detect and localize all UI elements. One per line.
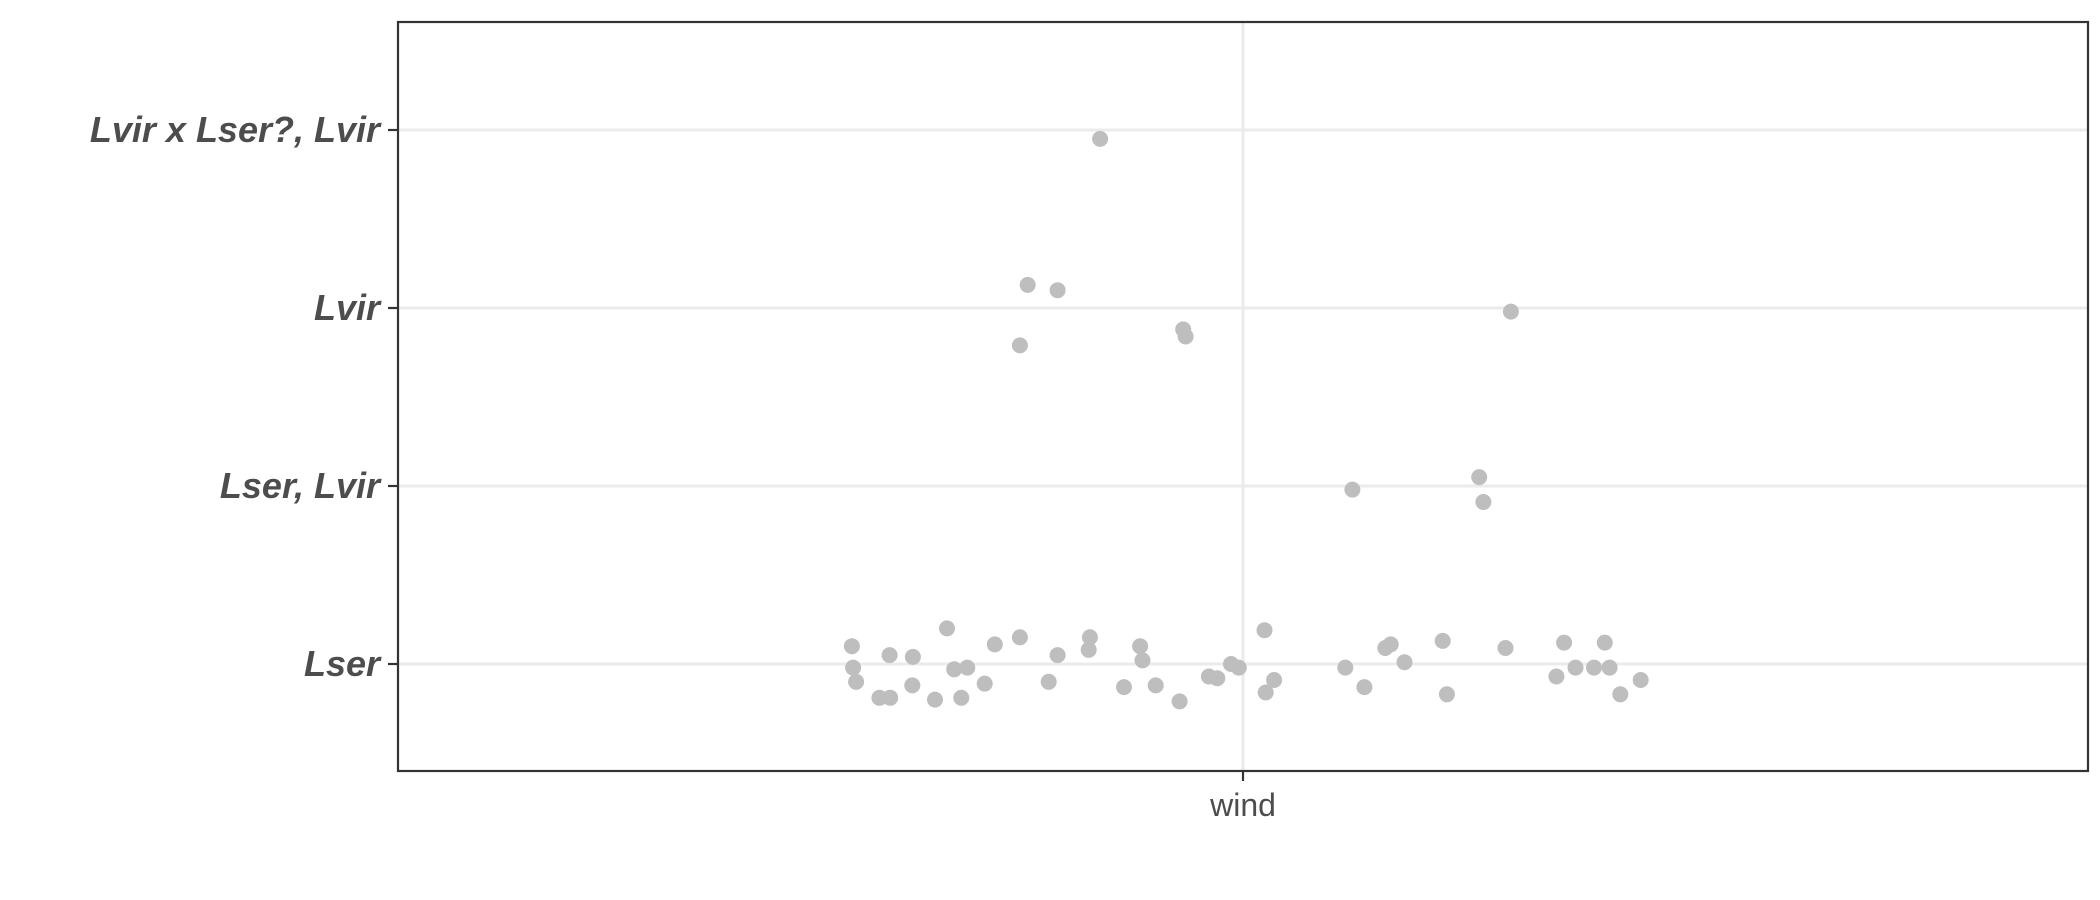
data-point xyxy=(1049,282,1066,299)
data-point xyxy=(1596,634,1613,651)
data-point xyxy=(1266,672,1283,688)
data-point xyxy=(1382,636,1399,653)
data-point xyxy=(1147,677,1164,694)
data-point xyxy=(1209,670,1226,687)
data-point xyxy=(946,661,963,678)
data-point xyxy=(939,620,955,637)
data-point xyxy=(1396,654,1413,671)
data-point xyxy=(1471,469,1488,486)
data-point xyxy=(1497,640,1514,656)
data-points xyxy=(843,130,1649,710)
data-point xyxy=(1632,672,1649,688)
data-point xyxy=(1256,622,1273,639)
data-point xyxy=(881,647,898,664)
data-point xyxy=(1230,659,1247,676)
data-point xyxy=(1337,659,1354,676)
data-point xyxy=(1586,659,1602,676)
data-point xyxy=(1257,684,1274,701)
data-point xyxy=(1434,632,1451,649)
data-point xyxy=(1475,494,1492,510)
data-point xyxy=(1356,679,1373,696)
grid-lines xyxy=(398,22,2088,771)
data-point xyxy=(976,675,993,692)
data-point xyxy=(1548,668,1565,685)
data-point xyxy=(953,689,970,706)
data-point xyxy=(959,659,976,676)
data-point xyxy=(904,677,921,694)
data-point xyxy=(1011,337,1028,354)
data-point xyxy=(845,659,862,676)
data-point xyxy=(1116,679,1132,696)
x-tick-label-0: wind xyxy=(1209,787,1276,823)
data-point xyxy=(1049,647,1066,664)
data-point xyxy=(904,648,921,665)
data-point xyxy=(1344,481,1361,498)
y-tick-label-0: Lser xyxy=(304,643,382,684)
data-point xyxy=(882,689,899,706)
data-point xyxy=(1132,638,1149,655)
data-point xyxy=(1612,686,1629,703)
data-point xyxy=(1502,303,1519,320)
data-point xyxy=(1040,673,1057,690)
axes: Lser Lser, Lvir Lvir Lvir x Lser?, Lvir wind xyxy=(90,109,1276,823)
data-point xyxy=(927,691,943,708)
data-point xyxy=(1177,328,1194,345)
data-point xyxy=(1567,659,1584,676)
data-point xyxy=(1556,634,1573,651)
y-tick-label-2: Lvir xyxy=(314,287,382,328)
data-point xyxy=(1081,629,1098,646)
data-point xyxy=(1171,693,1188,710)
data-point xyxy=(1438,686,1455,703)
y-tick-label-3: Lvir x Lser?, Lvir xyxy=(90,109,382,150)
data-point xyxy=(1601,659,1618,676)
data-point xyxy=(986,636,1003,653)
data-point xyxy=(1092,130,1109,147)
data-point xyxy=(1011,629,1028,646)
data-point xyxy=(843,638,860,655)
data-point xyxy=(848,673,865,690)
data-point xyxy=(1080,641,1097,658)
data-point xyxy=(1019,276,1036,293)
data-point xyxy=(1134,652,1151,669)
y-tick-label-1: Lser, Lvir xyxy=(220,465,382,506)
